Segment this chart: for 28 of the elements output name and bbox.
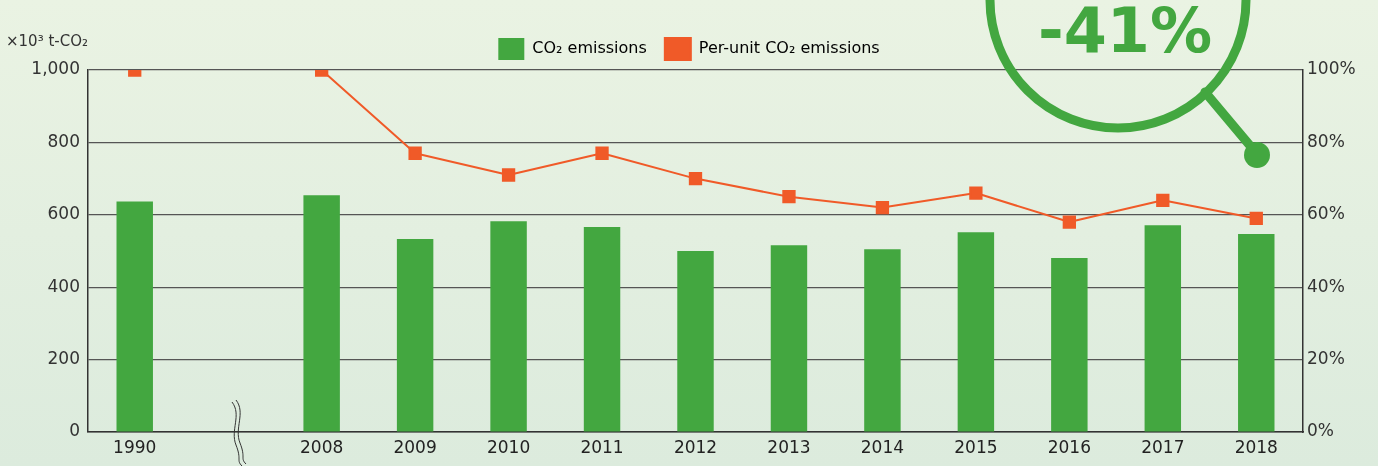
y2-tick-label: 0% <box>1307 420 1334 441</box>
x-tick-label: 2008 <box>300 436 344 457</box>
x-tick-label: 1990 <box>113 436 157 457</box>
y-tick-label: 1,000 <box>31 58 80 79</box>
x-tick-label: 2009 <box>393 436 437 457</box>
y2-tick-label: 80% <box>1307 130 1345 151</box>
y2-tick-label: 100% <box>1307 58 1356 79</box>
x-tick-label: 2017 <box>1141 436 1185 457</box>
x-tick-label: 2018 <box>1234 436 1278 457</box>
y2-tick-label: 40% <box>1307 275 1345 296</box>
y-tick-label: 0 <box>69 420 80 441</box>
x-tick-label: 2012 <box>673 436 718 457</box>
y-axis-title: ×10³ t-CO₂ <box>6 31 89 50</box>
x-tick-label: 2015 <box>954 436 998 457</box>
legend-label: Per-unit CO₂ emissions <box>698 38 880 58</box>
y-tick-label: 800 <box>47 130 80 151</box>
x-tick-label: 2011 <box>580 436 624 457</box>
x-tick-label: 2016 <box>1047 436 1091 457</box>
y-tick-label: 400 <box>47 275 80 296</box>
y2-tick-label: 60% <box>1307 203 1345 224</box>
x-tick-label: 2010 <box>486 436 531 457</box>
y2-tick-label: 20% <box>1307 348 1345 369</box>
y-tick-label: 600 <box>47 203 80 224</box>
text: -41% <box>1036 0 1214 67</box>
y-tick-label: 200 <box>47 348 80 369</box>
legend-label: CO₂ emissions <box>532 38 647 58</box>
x-tick-label: 2013 <box>767 436 811 457</box>
x-tick-label: 2014 <box>860 436 905 457</box>
